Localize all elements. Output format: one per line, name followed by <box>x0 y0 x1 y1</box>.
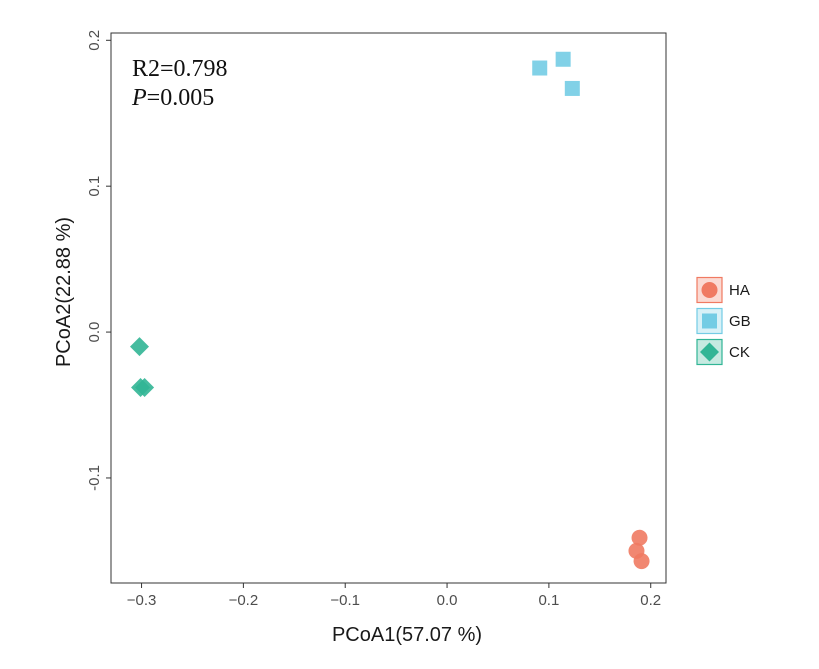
x-tick-label: 0.2 <box>640 592 661 609</box>
r2-annotation: R2=0.798 <box>132 56 228 82</box>
y-tick-label: 0.1 <box>86 176 103 197</box>
point-ck <box>130 337 150 357</box>
point-gb <box>555 51 571 67</box>
point-ha <box>631 529 648 546</box>
plot-panel <box>110 32 667 584</box>
point-ha <box>633 553 650 570</box>
y-axis-title: PCoA2(22.88 %) <box>53 217 75 367</box>
data-points <box>130 51 650 570</box>
x-axis-ticks: −0.3 −0.2 −0.1 0.0 0.1 0.2 <box>127 583 661 609</box>
x-tick-label: −0.2 <box>229 592 259 609</box>
y-tick-label: 0.0 <box>86 322 103 343</box>
point-gb <box>532 60 548 76</box>
y-tick-label: -0.1 <box>86 465 103 491</box>
legend-label-ha: HA <box>729 282 750 299</box>
p-symbol: P <box>131 85 147 111</box>
legend-marker-ck <box>700 342 719 362</box>
legend-marker-ha <box>701 282 718 298</box>
point-gb <box>564 80 580 96</box>
legend: HA GB CK <box>696 276 751 366</box>
p-value: =0.005 <box>147 85 215 111</box>
p-value-annotation: P=0.005 <box>131 85 214 111</box>
legend-label-ck: CK <box>729 344 750 361</box>
y-tick-label: 0.2 <box>86 30 103 51</box>
x-axis-title: PCoA1(57.07 %) <box>332 624 482 646</box>
legend-marker-gb <box>702 313 717 329</box>
x-tick-label: 0.1 <box>538 592 559 609</box>
y-axis-ticks: -0.1 0.0 0.1 0.2 <box>86 30 111 491</box>
point-ck <box>135 378 155 398</box>
legend-label-gb: GB <box>729 313 751 330</box>
x-tick-label: −0.3 <box>127 592 157 609</box>
x-tick-label: −0.1 <box>330 592 360 609</box>
x-tick-label: 0.0 <box>437 592 458 609</box>
